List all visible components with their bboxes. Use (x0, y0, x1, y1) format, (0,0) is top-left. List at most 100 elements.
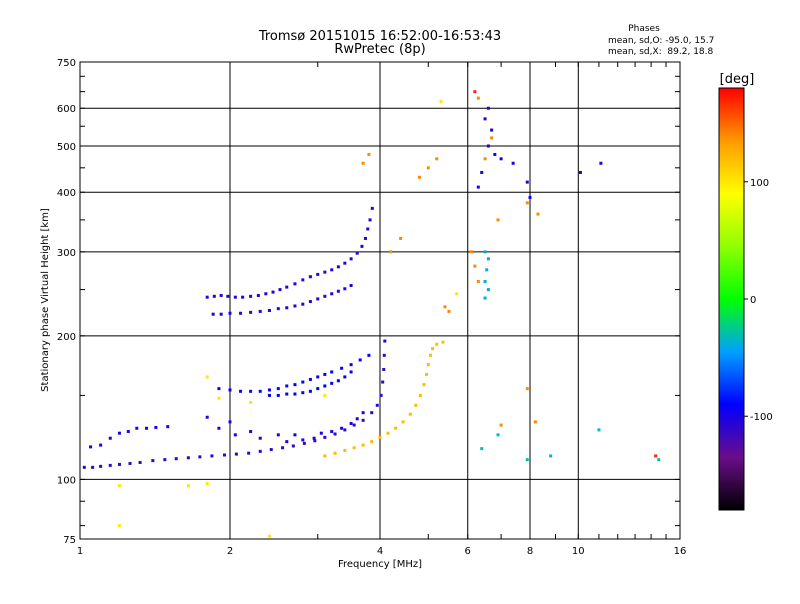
data-point (490, 136, 494, 140)
data-point (330, 370, 334, 374)
chart-subtitle: RwPretec (8p) (334, 42, 425, 57)
data-point (399, 236, 403, 240)
data-point (276, 433, 280, 437)
data-point (323, 270, 327, 274)
y-tick-label: 750 (57, 58, 76, 69)
data-point (352, 423, 356, 427)
data-point (336, 289, 340, 293)
data-point (361, 418, 365, 422)
data-point (226, 294, 230, 298)
data-point (340, 426, 344, 430)
data-point (212, 294, 216, 298)
data-point (389, 250, 393, 254)
data-point (386, 431, 390, 435)
colorbar (718, 87, 745, 511)
data-point (316, 297, 320, 301)
colorbar-tick-label: 100 (750, 178, 769, 189)
data-point (394, 426, 398, 430)
data-point (269, 448, 273, 452)
data-point (480, 447, 484, 451)
data-point (228, 311, 232, 315)
data-point (455, 292, 459, 296)
data-point (210, 454, 214, 458)
data-point (154, 425, 158, 429)
data-point (217, 387, 221, 391)
data-point (302, 441, 306, 445)
data-point (343, 448, 347, 452)
data-point (99, 443, 103, 447)
data-point (379, 393, 383, 397)
data-point (258, 389, 262, 393)
data-point (323, 372, 327, 376)
data-point (323, 294, 327, 298)
data-point (343, 287, 347, 291)
y-tick-label: 300 (57, 248, 76, 259)
data-point (435, 157, 439, 161)
data-point (349, 421, 353, 425)
data-point (301, 278, 305, 282)
data-point (293, 304, 297, 308)
data-point (267, 534, 271, 538)
data-point (480, 170, 484, 174)
data-point (117, 462, 121, 466)
data-point (301, 391, 305, 395)
data-point (496, 433, 500, 437)
colorbar-tick-label: 0 (750, 295, 756, 306)
data-point (486, 106, 490, 110)
data-point (483, 117, 487, 121)
data-point (343, 428, 347, 432)
data-point (383, 339, 387, 343)
data-point (174, 457, 178, 461)
data-point (414, 403, 418, 407)
data-point (205, 482, 209, 486)
data-point (319, 431, 323, 435)
data-point (401, 420, 405, 424)
data-point (418, 393, 422, 397)
data-point (211, 312, 215, 316)
data-point (293, 392, 297, 396)
data-point (91, 465, 95, 469)
data-point (375, 403, 379, 407)
data-point (285, 306, 289, 310)
data-point (343, 261, 347, 265)
data-point (205, 415, 209, 419)
data-point (285, 384, 289, 388)
colorbar-tick-label: -100 (750, 412, 773, 423)
data-point (370, 440, 374, 444)
data-point (366, 227, 370, 231)
data-point (447, 309, 451, 313)
data-point (352, 446, 356, 450)
data-point (267, 308, 271, 312)
data-point (301, 438, 305, 442)
data-point (360, 244, 364, 248)
data-point (381, 380, 385, 384)
data-point (249, 310, 253, 314)
data-point (486, 144, 490, 148)
data-point (276, 307, 280, 311)
data-point (276, 387, 280, 391)
data-point (301, 302, 305, 306)
data-point (422, 383, 426, 387)
data-point (278, 288, 282, 292)
data-point (330, 381, 334, 385)
data-point (486, 288, 490, 292)
data-point (525, 387, 529, 391)
data-point (476, 279, 480, 283)
data-point (443, 305, 447, 309)
data-point (117, 484, 121, 488)
data-point (82, 465, 86, 469)
grid-lines (80, 62, 680, 539)
data-point (441, 340, 445, 344)
data-point (217, 426, 221, 430)
data-point (108, 463, 112, 467)
x-tick-label: 1 (77, 546, 83, 557)
data-point (316, 387, 320, 391)
data-point (330, 268, 334, 272)
data-point (597, 428, 601, 432)
data-point (186, 484, 190, 488)
data-point (316, 272, 320, 276)
data-point (223, 453, 227, 457)
data-point (511, 161, 515, 165)
data-point (258, 309, 262, 313)
data-point (485, 268, 489, 272)
